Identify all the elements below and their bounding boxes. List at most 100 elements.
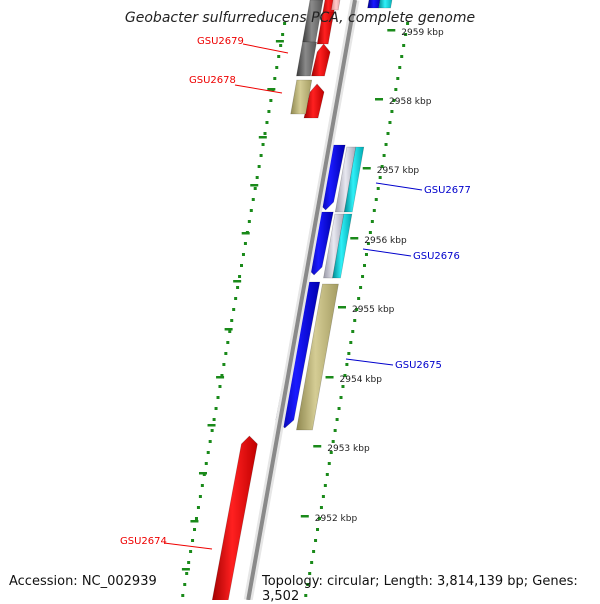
- tick-dot: [339, 396, 343, 399]
- tick-dot: [279, 44, 283, 47]
- tick-dot: [353, 319, 357, 322]
- tick-dot: [323, 484, 327, 487]
- scale-label: 2953 kbp: [327, 444, 370, 454]
- gene-gsu2676-cyan: [332, 213, 353, 279]
- tick-dot: [312, 550, 316, 553]
- scale-label: 2954 kbp: [340, 375, 383, 385]
- tick-dot: [214, 407, 218, 410]
- tick-dot: [386, 132, 390, 135]
- tick-dot: [333, 429, 337, 432]
- tick-dot: [218, 385, 222, 388]
- tick-dot: [398, 66, 402, 69]
- tick-dot: [374, 198, 378, 201]
- tick-dot: [183, 583, 187, 586]
- tick-dash: [258, 136, 267, 139]
- tick-dash: [233, 280, 242, 283]
- gene-gsu2680-cont: [316, 11, 335, 45]
- gene-label-leader: [375, 182, 423, 191]
- scale-labels: 2959 kbp 2958 kbp 2957 kbp 2956 kbp 2955 kbp…: [300, 28, 444, 524]
- scale-label: 2957 kbp: [377, 166, 420, 176]
- tick-dot: [361, 275, 365, 278]
- tick-dot: [382, 154, 386, 157]
- gene-label: GSU2677: [424, 185, 471, 196]
- gene-gsu2674: [211, 435, 258, 604]
- scale-tick: [325, 376, 334, 379]
- tick-dot: [396, 77, 400, 80]
- gene-label: GSU2674: [120, 536, 167, 547]
- tick-dot: [304, 594, 308, 597]
- tick-dot: [212, 418, 216, 421]
- tick-dot: [392, 99, 396, 102]
- gene-gsu2677-cyan: [343, 146, 365, 213]
- scale-tick: [313, 445, 322, 448]
- tick-dot: [216, 396, 220, 399]
- tick-dot: [357, 297, 361, 300]
- tick-dot: [390, 110, 394, 113]
- tick-dot: [376, 187, 380, 190]
- tick-dot: [273, 77, 277, 80]
- scale-label: 2958 kbp: [389, 97, 432, 107]
- tick-dash: [198, 472, 207, 475]
- tick-dash: [181, 568, 190, 571]
- scale-tick: [375, 98, 384, 101]
- gene-khaki-small: [290, 79, 313, 115]
- gene-gsu2675-khaki: [296, 283, 339, 431]
- tick-dot: [232, 308, 236, 311]
- scale-label: 2955 kbp: [352, 305, 395, 315]
- tick-dot: [187, 561, 191, 564]
- tick-dot: [265, 121, 269, 124]
- tick-dot: [259, 154, 263, 157]
- tick-dot: [366, 242, 370, 245]
- tick-dot: [349, 341, 353, 344]
- tick-dot: [368, 231, 372, 234]
- tick-dot: [310, 561, 314, 564]
- tick-dash: [224, 328, 233, 331]
- tick-dot: [283, 22, 287, 25]
- tick-dot: [210, 429, 214, 432]
- gene-label-leader: [242, 43, 289, 54]
- tick-dot: [185, 572, 189, 575]
- tick-dot: [384, 143, 388, 146]
- scale-label: 2956 kbp: [364, 236, 407, 246]
- tick-dot: [198, 495, 202, 498]
- tick-dot: [236, 286, 240, 289]
- tick-dash: [190, 520, 199, 523]
- tick-dot: [347, 352, 351, 355]
- scale-tick: [387, 29, 396, 32]
- tick-dot: [243, 242, 247, 245]
- tick-dot: [363, 264, 367, 267]
- tick-dot: [314, 539, 318, 542]
- tick-dot: [194, 517, 198, 520]
- tick-dot: [200, 484, 204, 487]
- tick-dot: [308, 572, 312, 575]
- tick-dot: [257, 165, 261, 168]
- tick-dot: [222, 363, 226, 366]
- gene-label: GSU2679: [197, 36, 244, 47]
- tick-dot: [325, 473, 329, 476]
- tick-dot: [321, 495, 325, 498]
- gene-gsu2678: [303, 83, 325, 119]
- gene-label-leader: [234, 84, 283, 94]
- tick-dot: [345, 363, 349, 366]
- genome-backbone: [243, 0, 360, 601]
- accession-text: Accession: NC_002939: [9, 574, 157, 589]
- tick-dot: [277, 55, 281, 58]
- tick-dot: [402, 44, 406, 47]
- tick-dot: [317, 517, 321, 520]
- gene-features: [211, 0, 393, 604]
- tick-dot: [247, 220, 251, 223]
- map-title: Geobacter sulfurreducens PCA, complete g…: [124, 10, 476, 26]
- tick-dash: [216, 376, 225, 379]
- tick-dot: [189, 550, 193, 553]
- tick-dot: [343, 374, 347, 377]
- scale-tick: [362, 167, 371, 170]
- tick-dot: [261, 143, 265, 146]
- tick-dot: [370, 220, 374, 223]
- tick-dot: [364, 253, 368, 256]
- gene-gray-lower: [296, 41, 317, 77]
- tick-dot: [359, 286, 363, 289]
- scale-label: 2959 kbp: [401, 28, 444, 38]
- tick-dot: [220, 374, 224, 377]
